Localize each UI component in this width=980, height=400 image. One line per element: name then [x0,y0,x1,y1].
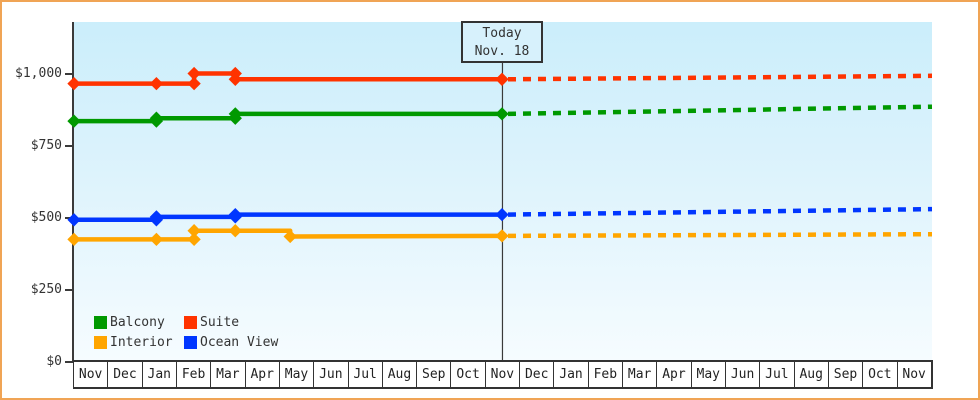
data-point-marker [495,107,509,121]
legend-swatch [184,335,197,349]
legend-swatch [94,335,107,349]
month-cell: Aug [795,362,829,387]
y-tick-label: $1,000 [15,65,62,81]
month-cell: Feb [177,362,212,387]
legend-item-ocean-view: Ocean View [184,332,278,352]
y-tick-label: $0 [46,354,62,369]
series-line-suite [74,71,502,86]
x-axis-month-row: Nov Dec Jan Feb Mar Apr May Jun Jul Aug Sep Oct Nov D… [73,360,933,389]
legend: Balcony Suite Interior Ocean View [94,312,278,352]
data-point-marker [149,111,164,125]
data-point-marker [67,76,81,91]
data-point-marker [495,229,509,243]
month-cell: May [692,362,726,387]
y-tick-mark [65,288,73,291]
y-tick-mark [65,216,73,219]
today-label: Today [482,26,522,41]
data-point-marker [187,66,201,81]
month-cell: Jul [760,362,795,387]
legend-label: Suite [200,314,240,330]
data-point-marker [495,207,509,222]
legend-label: Balcony [110,314,165,330]
month-cell: Jan [554,362,589,387]
y-tick-mark [65,361,73,363]
legend-item-interior: Interior [94,332,184,352]
month-cell: Dec [520,362,555,387]
legend-item-balcony: Balcony [94,312,184,332]
forecast-line-balcony [507,104,933,117]
month-cell: Oct [451,362,486,387]
data-point-marker [149,76,164,91]
month-cell: Feb [589,362,623,387]
month-cell: Apr [657,362,692,387]
legend-label: Interior [110,334,173,350]
data-point-marker [67,213,81,227]
month-cell: Nov [74,362,109,387]
legend-swatch [184,315,197,329]
month-cell: Sep [417,362,452,387]
y-tick-label: $750 [30,137,62,153]
month-cell: Nov [486,362,521,387]
today-callout: Today Nov. 18 [461,21,543,63]
forecast-line-suite [507,73,933,82]
month-cell: Nov [902,367,926,382]
month-cell: Jul [349,362,383,387]
legend-swatch [94,315,107,329]
series-line-balcony [74,111,502,124]
month-cell: Mar [211,362,246,387]
data-point-marker [67,114,81,128]
legend-label: Ocean View [200,334,279,350]
today-date: Nov. 18 [474,44,530,59]
month-cell: Jun [314,362,349,387]
month-cell: May [280,362,315,387]
month-cell: Dec [108,362,143,387]
month-cell: Aug [383,362,418,387]
month-cell: Oct [863,362,898,387]
month-cell: Sep [829,362,864,387]
data-point-marker [228,224,242,238]
month-cell: Mar [623,362,658,387]
series-line-ocean-view [74,212,502,223]
forecast-line-ocean-view [507,206,933,217]
y-axis-line [72,22,74,362]
y-tick-mark [65,72,73,75]
legend-item-suite: Suite [184,312,278,332]
data-point-marker [228,207,242,222]
month-cell: Jan [143,362,177,387]
data-point-marker [149,232,164,247]
data-point-marker [495,72,509,86]
month-cell: Apr [246,362,280,387]
month-cell: Jun [726,362,761,387]
data-point-marker [149,210,164,224]
forecast-line-interior [507,231,933,239]
y-tick-mark [65,144,73,147]
y-tick-label: $250 [30,281,62,297]
y-tick-label: $500 [30,209,62,225]
data-point-marker [187,224,201,238]
data-point-marker [67,232,81,247]
